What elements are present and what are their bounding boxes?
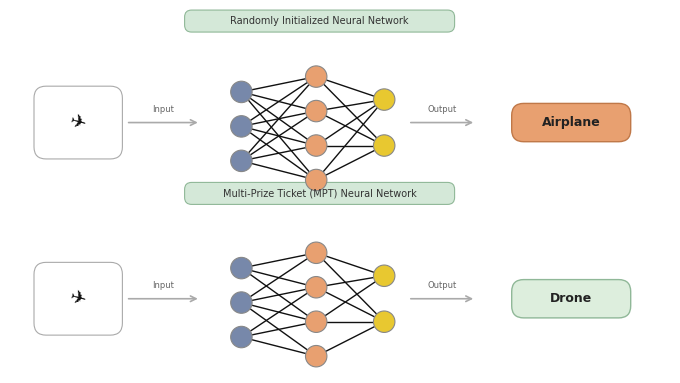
Circle shape [373,89,395,110]
FancyBboxPatch shape [34,262,122,335]
Circle shape [305,169,327,191]
Text: Randomly Initialized Neural Network: Randomly Initialized Neural Network [231,16,409,26]
Text: ✈: ✈ [68,288,88,310]
Circle shape [231,257,252,279]
FancyBboxPatch shape [184,182,455,205]
Text: ✈: ✈ [68,111,88,134]
Circle shape [305,311,327,332]
Circle shape [231,326,252,348]
Text: Input: Input [152,105,174,114]
Text: Drone: Drone [550,292,592,305]
Text: Airplane: Airplane [542,116,600,129]
Circle shape [305,242,327,264]
FancyBboxPatch shape [184,10,455,32]
Text: Output: Output [427,105,457,114]
Circle shape [373,135,395,156]
Text: Input: Input [152,281,174,290]
FancyBboxPatch shape [511,280,631,318]
Circle shape [305,345,327,367]
Circle shape [305,277,327,298]
Circle shape [231,150,252,172]
Circle shape [373,265,395,286]
Circle shape [231,116,252,137]
Text: Multi-Prize Ticket (MPT) Neural Network: Multi-Prize Ticket (MPT) Neural Network [223,188,416,198]
FancyBboxPatch shape [34,86,122,159]
Text: Output: Output [427,281,457,290]
Circle shape [373,311,395,332]
Circle shape [305,100,327,122]
Circle shape [305,66,327,87]
Circle shape [231,81,252,103]
Circle shape [305,135,327,156]
FancyBboxPatch shape [511,103,631,142]
Circle shape [231,292,252,313]
